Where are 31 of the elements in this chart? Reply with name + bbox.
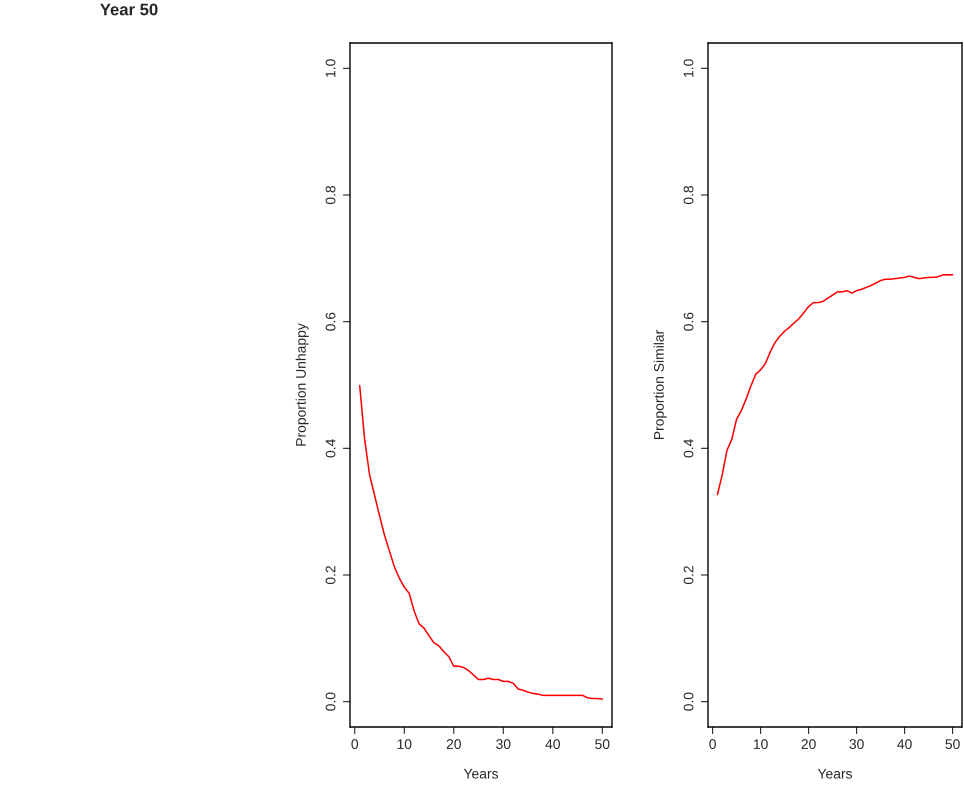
line-series — [716, 274, 954, 496]
x-tick-label: 40 — [545, 739, 560, 750]
x-axis-title: Years — [818, 768, 852, 779]
x-tick-label: 0 — [351, 739, 358, 750]
y-tick-label: 0.0 — [684, 692, 694, 711]
y-tick-label: 0.8 — [326, 186, 336, 204]
x-tick-label: 10 — [754, 739, 768, 750]
x-tick-label: 20 — [802, 739, 816, 750]
y-tick-label: 0.4 — [684, 439, 694, 458]
x-tick-label: 40 — [897, 739, 912, 750]
x-axis-title: Years — [464, 768, 498, 779]
y-tick-label: 1.0 — [684, 59, 694, 77]
y-tick-label: 0.0 — [326, 692, 336, 711]
y-tick-label: 1.0 — [326, 59, 336, 77]
x-tick-label: 50 — [945, 739, 960, 750]
y-tick-label: 0.6 — [326, 312, 336, 331]
y-tick-label: 0.6 — [684, 312, 694, 331]
y-axis-title: Proportion Similar — [654, 330, 667, 440]
x-tick-label: 50 — [595, 739, 610, 750]
y-tick-label: 0.2 — [684, 566, 694, 584]
y-tick-label: 0.4 — [326, 439, 336, 458]
y-axis-title: Proportion Unhappy — [296, 323, 309, 446]
x-tick-label: 0 — [709, 739, 716, 750]
text: Year 50 — [100, 4, 158, 16]
x-tick-label: 10 — [398, 739, 412, 750]
x-tick-label: 20 — [446, 739, 461, 750]
x-tick-label: 30 — [496, 739, 510, 750]
y-tick-label: 0.8 — [684, 186, 694, 204]
x-tick-label: 30 — [849, 739, 864, 750]
y-tick-label: 0.2 — [326, 566, 336, 584]
line-series — [358, 384, 604, 700]
